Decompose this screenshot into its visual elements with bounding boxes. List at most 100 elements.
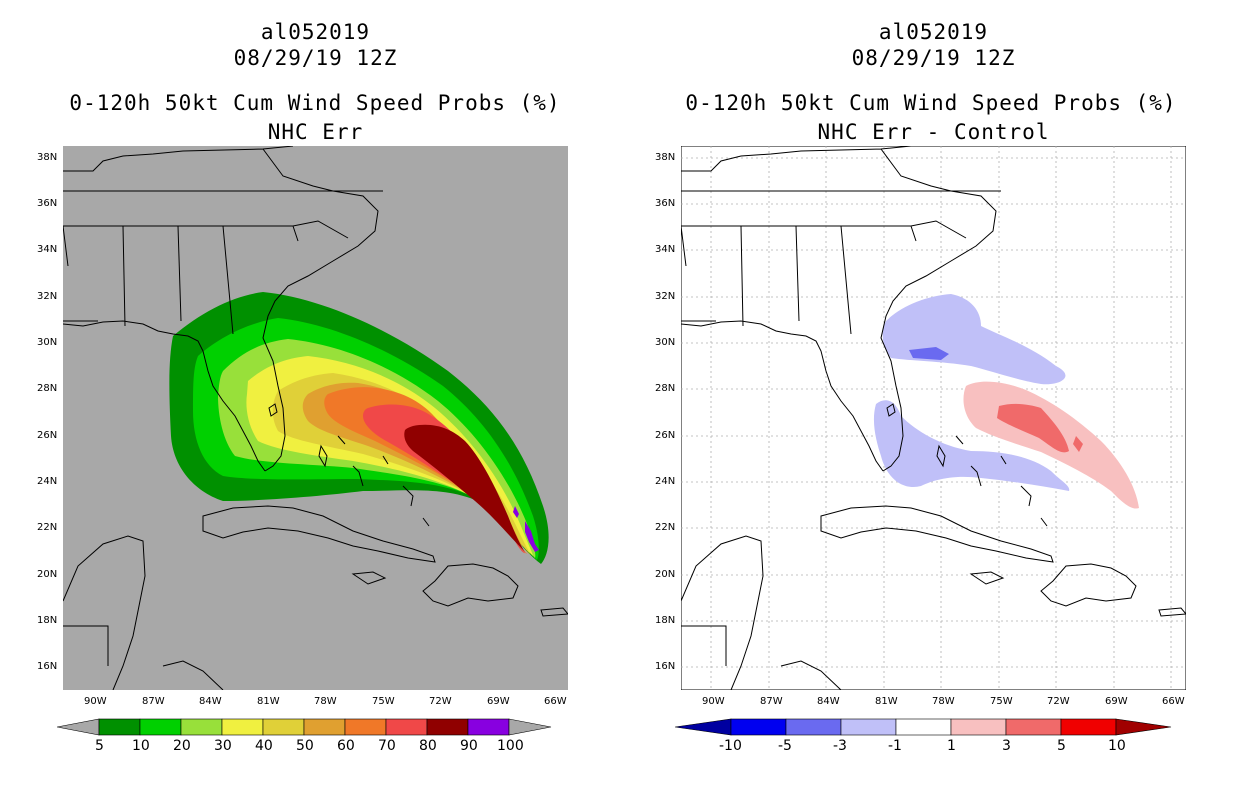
colorbar-swatch (1005, 718, 1062, 736)
lat-label: 18N (655, 615, 676, 626)
florida-gulf-coast (681, 320, 884, 472)
colorbar-label: 10 (132, 738, 150, 754)
colorbar-label: 90 (460, 738, 478, 754)
left-subtitle: NHC Err (267, 120, 364, 144)
left-colorbar (57, 718, 552, 736)
colorbar-label: -1 (888, 738, 902, 754)
colorbar-label: 30 (214, 738, 232, 754)
colorbar-swatch (139, 718, 182, 736)
yucatan (63, 535, 146, 690)
lat-label: 26N (655, 430, 676, 441)
lat-label: 36N (37, 198, 58, 209)
lon-label: 75W (372, 696, 395, 707)
lat-label: 34N (37, 244, 58, 255)
lat-label: 24N (37, 476, 58, 487)
lat-label: 34N (655, 244, 676, 255)
lat-label: 32N (37, 291, 58, 302)
colorbar-label: 60 (337, 738, 355, 754)
lat-label: 22N (655, 522, 676, 533)
left-datetime: 08/29/19 12Z (233, 46, 398, 70)
lon-label: 84W (199, 696, 222, 707)
colorbar-swatch (98, 718, 141, 736)
left-map-panel (63, 146, 568, 690)
colorbar-swatch (730, 718, 787, 736)
lat-label: 18N (37, 615, 58, 626)
lake-okeechobee (268, 403, 278, 417)
lat-label: 16N (655, 661, 676, 672)
lat-label: 20N (37, 569, 58, 580)
right-subtitle: NHC Err - Control (817, 120, 1050, 144)
puerto-rico (1158, 607, 1186, 617)
colorbar-label: 5 (95, 738, 104, 754)
colorbar-swatch (385, 718, 428, 736)
colorbar-label: 1 (947, 738, 956, 754)
lon-label: 78W (932, 696, 955, 707)
yucatan (681, 535, 764, 690)
colorbar-swatch (950, 718, 1007, 736)
lat-label: 22N (37, 522, 58, 533)
central-america (162, 660, 224, 690)
us-east-coast (63, 146, 379, 472)
diff-negative-2 (873, 400, 1070, 491)
lon-label: 69W (487, 696, 510, 707)
lat-label: 26N (37, 430, 58, 441)
colorbar-swatch (840, 718, 897, 736)
colorbar-swatch (785, 718, 842, 736)
central-america (780, 660, 842, 690)
colorbar-swatch (221, 718, 264, 736)
us-east-coast (681, 146, 997, 472)
lat-label: 28N (655, 383, 676, 394)
bahamas (936, 435, 1048, 527)
diff-positive-3 (1073, 436, 1083, 452)
diff-negative-strong (909, 347, 949, 360)
colorbar-label: -5 (778, 738, 792, 754)
lon-label: 78W (314, 696, 337, 707)
right-map-background (681, 146, 1186, 690)
cuba (202, 505, 436, 563)
right-storm-id: al052019 (878, 20, 989, 44)
colorbar-label: 100 (497, 738, 524, 754)
jamaica (969, 571, 1005, 585)
colorbar-label: 5 (1057, 738, 1066, 754)
colorbar-label: 80 (419, 738, 437, 754)
jamaica (351, 571, 387, 585)
lon-label: 66W (1162, 696, 1185, 707)
bahamas (318, 435, 430, 527)
colorbar-swatch (344, 718, 387, 736)
lon-label: 87W (142, 696, 165, 707)
colorbar-over-arrow (1115, 718, 1172, 736)
lat-label: 24N (655, 476, 676, 487)
lon-label: 72W (429, 696, 452, 707)
lat-label: 16N (37, 661, 58, 672)
lon-label: 90W (84, 696, 107, 707)
lon-label: 87W (760, 696, 783, 707)
cuba (820, 505, 1054, 563)
colorbar-label: 40 (255, 738, 273, 754)
lon-label: 66W (544, 696, 567, 707)
prob-band-90 (513, 506, 539, 552)
right-title: 0-120h 50kt Cum Wind Speed Probs (%) (685, 91, 1177, 115)
state-borders (681, 190, 1001, 335)
colorbar-label: 50 (296, 738, 314, 754)
lon-label: 81W (875, 696, 898, 707)
colorbar-under-arrow (57, 718, 100, 736)
colorbar-label: 70 (378, 738, 396, 754)
right-map-panel (681, 146, 1186, 690)
lat-label: 38N (655, 152, 676, 163)
colorbar-swatch (262, 718, 305, 736)
lat-label: 36N (655, 198, 676, 209)
colorbar-swatch (895, 718, 952, 736)
puerto-rico (540, 607, 568, 617)
lon-label: 72W (1047, 696, 1070, 707)
right-colorbar (675, 718, 1172, 736)
colorbar-swatch (426, 718, 469, 736)
right-datetime: 08/29/19 12Z (851, 46, 1016, 70)
state-borders (63, 190, 383, 335)
left-storm-id: al052019 (260, 20, 371, 44)
colorbar-swatch (467, 718, 510, 736)
lat-label: 20N (655, 569, 676, 580)
colorbar-label: 3 (1002, 738, 1011, 754)
colorbar-under-arrow (675, 718, 732, 736)
colorbar-swatch (1060, 718, 1117, 736)
lon-label: 69W (1105, 696, 1128, 707)
